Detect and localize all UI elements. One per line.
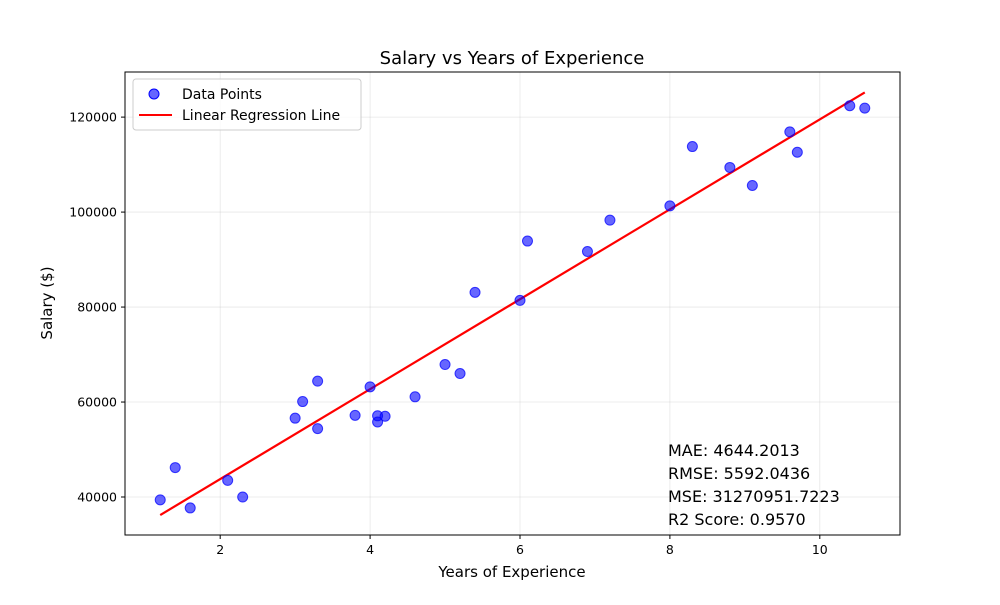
data-point (169, 462, 181, 474)
regression-line (159, 91, 866, 516)
data-point (859, 102, 871, 114)
metric-mse: MSE: 31270951.7223 (668, 487, 840, 506)
data-point (184, 502, 196, 514)
metric-mae: MAE: 4644.2013 (668, 441, 800, 460)
plot-frame (124, 71, 901, 536)
data-point (454, 368, 466, 380)
data-point (312, 375, 324, 387)
x-tick-label: 4 (366, 542, 374, 557)
data-point (521, 235, 533, 247)
x-tick-label: 2 (216, 542, 224, 557)
regression-line-layer (159, 91, 866, 516)
data-point (289, 412, 301, 424)
data-point (379, 410, 391, 422)
data-point (604, 214, 616, 226)
chart-title: Salary vs Years of Experience (380, 48, 645, 69)
legend-label-data-points: Data Points (182, 87, 262, 103)
legend-box (132, 78, 362, 131)
legend: Data Points Linear Regression Line (132, 78, 362, 131)
y-tick-label: 120000 (69, 110, 117, 125)
legend-marker-data-points (148, 88, 160, 100)
y-tick-label: 60000 (77, 395, 117, 410)
data-point (724, 161, 736, 173)
data-point (469, 286, 481, 298)
metric-rmse: RMSE: 5592.0436 (668, 464, 810, 483)
data-point (791, 146, 803, 158)
metrics-annotation: MAE: 4644.2013 RMSE: 5592.0436 MSE: 3127… (668, 441, 840, 529)
x-axis-label: Years of Experience (437, 563, 585, 581)
data-point (514, 294, 526, 306)
legend-label-regression-line: Linear Regression Line (182, 108, 340, 124)
data-point (409, 391, 421, 403)
data-point (581, 246, 593, 258)
data-point (222, 474, 234, 486)
data-point (686, 141, 698, 153)
x-tick-label: 8 (666, 542, 674, 557)
y-tick-label: 40000 (77, 490, 117, 505)
x-tick-label: 10 (812, 542, 828, 557)
metric-r2-score: R2 Score: 0.9570 (668, 510, 806, 529)
y-tick-label: 80000 (77, 300, 117, 315)
data-point (746, 179, 758, 191)
data-point (439, 359, 451, 371)
data-point (364, 381, 376, 393)
data-point (154, 494, 166, 506)
y-tick-label: 100000 (69, 205, 117, 220)
data-points-layer (154, 100, 871, 514)
data-point (312, 423, 324, 435)
data-point (237, 491, 249, 503)
data-point (297, 396, 309, 408)
x-tick-label: 6 (516, 542, 524, 557)
data-point (784, 126, 796, 138)
axis-ticks: 2 4 6 8 10 40000 60000 80000 100000 120000 (69, 110, 828, 557)
data-point (349, 409, 361, 421)
data-point (664, 200, 676, 212)
data-point (844, 100, 856, 112)
y-axis-label: Salary ($) (38, 266, 56, 339)
